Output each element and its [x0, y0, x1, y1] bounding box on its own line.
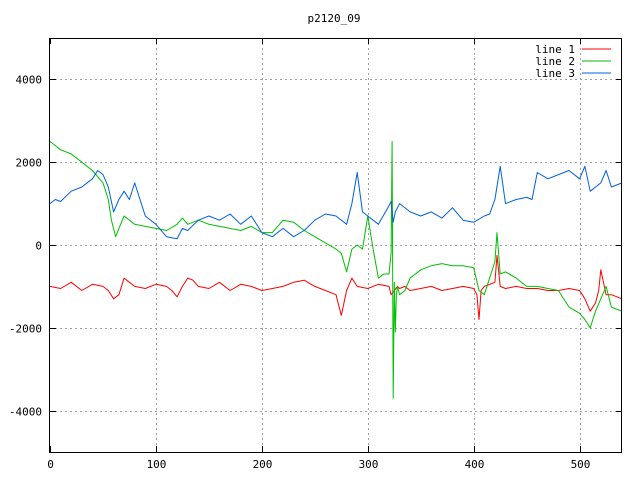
y-tick-label: 0	[35, 240, 42, 253]
plot-frame	[49, 38, 622, 453]
legend-label: line 3	[535, 67, 575, 80]
x-tick-label: 0	[47, 458, 54, 471]
series-line-1	[49, 254, 623, 320]
x-tick-label: 200	[253, 458, 273, 471]
y-tick-label: -4000	[9, 406, 42, 419]
x-tick-label: 100	[147, 458, 167, 471]
x-tick-label: 300	[359, 458, 379, 471]
legend-label: line 2	[535, 55, 575, 68]
legend-label: line 1	[535, 43, 575, 56]
x-tick-label: 500	[571, 458, 591, 471]
series-line-3	[49, 165, 623, 240]
y-tick-label: -2000	[9, 323, 42, 336]
x-tick-label: 400	[465, 458, 485, 471]
y-tick-label: 4000	[16, 74, 43, 87]
series-line-2	[49, 141, 623, 399]
y-tick-label: 2000	[16, 157, 43, 170]
chart-title: p2120_09	[308, 12, 361, 25]
